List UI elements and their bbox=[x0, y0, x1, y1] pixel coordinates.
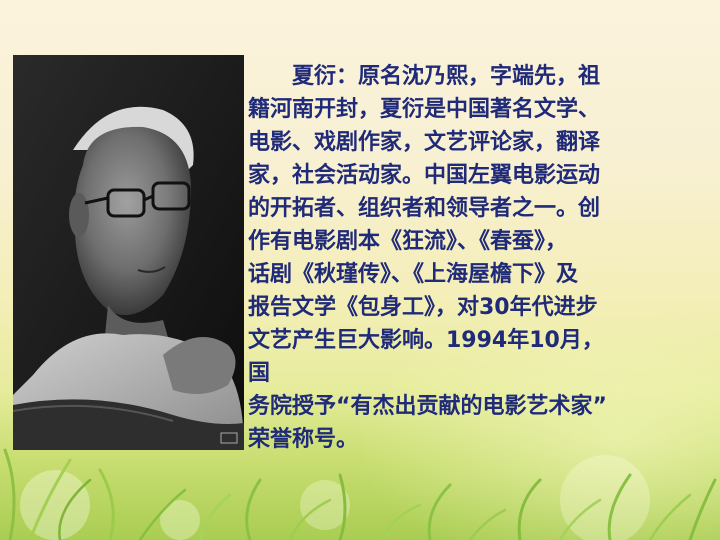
biography-text: 夏衍：原名沈乃熙，字端先，祖 籍河南开封，夏衍是中国著名文学、 电影、戏剧作家，… bbox=[248, 60, 710, 456]
text-line: 作有电影剧本《狂流》、《春蚕》， bbox=[248, 229, 568, 254]
grass-decoration bbox=[3, 448, 717, 540]
text-line: 夏衍：原名沈乃熙，字端先，祖 bbox=[292, 64, 601, 89]
text-line: 籍河南开封，夏衍是中国著名文学、 bbox=[248, 97, 601, 122]
text-line: 家，社会活动家。中国左翼电影运动 bbox=[248, 163, 601, 188]
text-line: 荣誉称号。 bbox=[248, 427, 359, 452]
text-line: 话剧《秋瑾传》、《上海屋檐下》及 bbox=[248, 262, 579, 287]
bokeh-circle bbox=[560, 455, 650, 540]
portrait-photo bbox=[13, 55, 244, 450]
bokeh-circle bbox=[20, 470, 90, 540]
portrait-illustration bbox=[13, 55, 244, 450]
text-line: 务院授予“有杰出贡献的电影艺术家” bbox=[248, 394, 607, 419]
text-line: 报告文学《包身工》，对30年代进步 bbox=[248, 295, 598, 320]
text-line: 的开拓者、组织者和领导者之一。创 bbox=[248, 196, 601, 221]
text-line: 电影、戏剧作家，文艺评论家，翻译 bbox=[248, 130, 601, 155]
text-line: 国 bbox=[248, 361, 271, 386]
text-line: 文艺产生巨大影响。1994年10月， bbox=[248, 328, 604, 353]
